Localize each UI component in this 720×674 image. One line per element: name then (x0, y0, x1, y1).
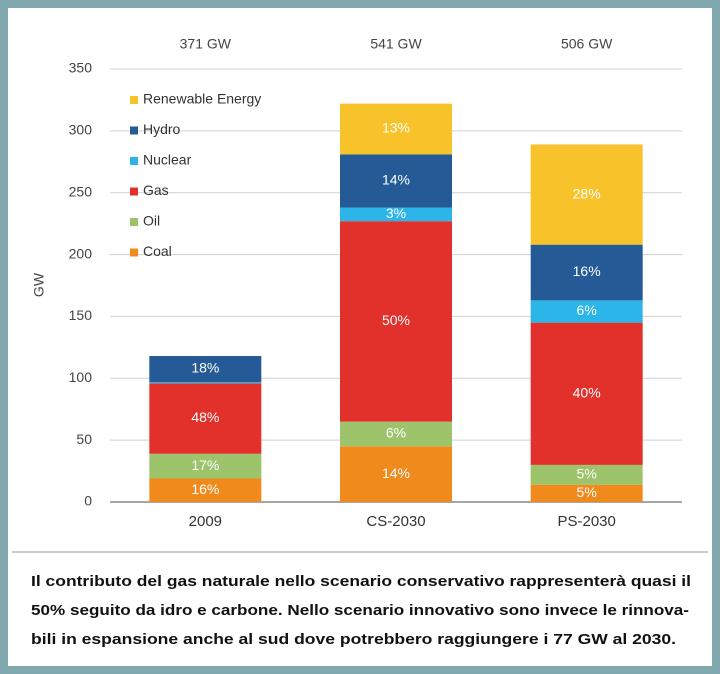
segment-label: 50% (382, 312, 410, 328)
legend-label: Nuclear (143, 152, 192, 168)
bar-segment (149, 478, 262, 502)
bar-segment (340, 221, 452, 422)
bar-segment (149, 453, 262, 479)
bar-segment (340, 103, 452, 155)
y-axis-label: GW (31, 272, 47, 297)
legend-swatch (130, 218, 138, 226)
caption-line: 50% seguito da idro e carbone. Nello sce… (31, 603, 689, 619)
legend-label: Oil (143, 213, 160, 229)
legend-label: Hydro (143, 121, 181, 137)
segment-label: 17% (191, 457, 219, 473)
y-tick-label: 300 (69, 122, 93, 138)
segment-label: 3% (386, 205, 406, 221)
y-tick-label: 350 (69, 60, 93, 76)
total-annotation: 506 GW (561, 36, 613, 52)
y-tick-label: 250 (69, 183, 93, 199)
bar-segment (340, 446, 452, 502)
segment-label: 18% (191, 360, 219, 376)
bar-segment (149, 356, 262, 382)
bar-segment (530, 322, 643, 465)
x-tick-label: CS-2030 (366, 513, 425, 530)
caption: Il contributo del gas naturale nello sce… (31, 574, 691, 648)
segment-label: 14% (382, 172, 410, 188)
segment-label: 5% (577, 484, 597, 500)
caption-line: bili in espansione anche al sud dove pot… (31, 632, 676, 648)
bar-segment (340, 154, 452, 208)
legend-label: Renewable Energy (143, 91, 261, 107)
bar-segment (149, 381, 262, 384)
bar-segment (340, 421, 452, 447)
bar-segment (530, 144, 643, 245)
legend-label: Coal (143, 243, 172, 259)
y-tick-label: 50 (76, 431, 92, 447)
segment-label: 16% (573, 263, 601, 279)
legend-label: Gas (143, 182, 169, 198)
y-tick-label: 0 (84, 493, 92, 509)
legend-swatch (130, 96, 138, 104)
segment-label: 6% (386, 425, 406, 441)
segment-label: 40% (573, 384, 601, 400)
legend-swatch (130, 187, 138, 196)
y-tick-label: 100 (69, 369, 93, 385)
x-tick-label: PS-2030 (557, 513, 615, 530)
bar-segment (530, 244, 643, 301)
x-tick-label: 2009 (189, 513, 222, 530)
bar-segment (530, 484, 643, 502)
bar-segment (149, 383, 262, 454)
legend-swatch (130, 248, 138, 257)
segment-label: 13% (382, 120, 410, 136)
segment-label: 16% (191, 481, 219, 497)
segment-label: 48% (191, 409, 219, 425)
segment-label: 14% (382, 465, 410, 481)
segment-label: 6% (577, 302, 597, 318)
segment-label: 28% (573, 185, 601, 201)
legend-swatch (130, 126, 138, 135)
caption-line: Il contributo del gas naturale nello sce… (31, 574, 691, 590)
bar-segment (530, 464, 643, 485)
y-tick-label: 150 (69, 307, 93, 323)
legend-swatch (130, 157, 138, 165)
total-annotation: 371 GW (180, 36, 232, 52)
y-tick-label: 200 (69, 245, 93, 261)
bar-segment (530, 300, 643, 323)
total-annotation: 541 GW (370, 36, 422, 52)
bar-segment (340, 207, 452, 222)
segment-label: 5% (577, 465, 597, 481)
